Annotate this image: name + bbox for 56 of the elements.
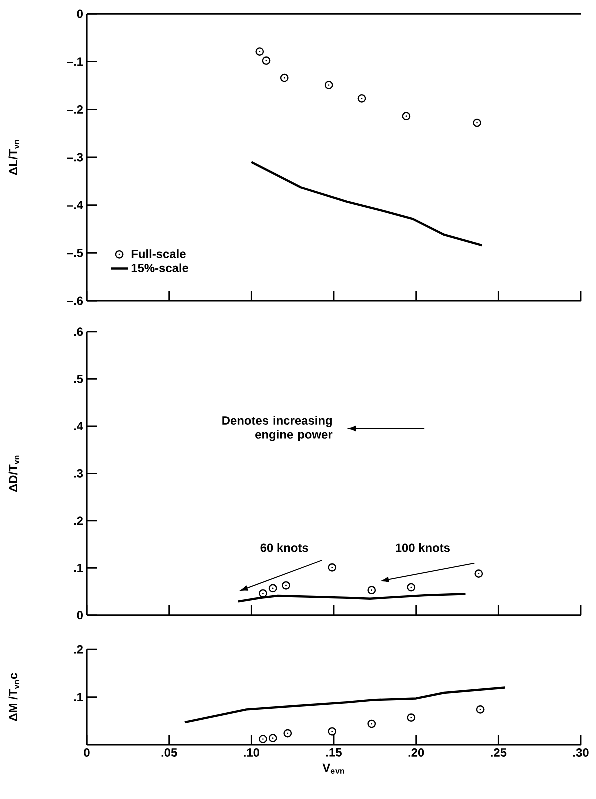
x-axis-title: V$_{evn}$ bbox=[322, 764, 344, 774]
x-tick-label: .05 bbox=[162, 748, 178, 757]
legend-label: 15%-scale bbox=[132, 264, 189, 272]
point bbox=[368, 586, 376, 595]
point bbox=[262, 56, 271, 66]
y-tick-label: –.6 bbox=[67, 296, 84, 306]
point bbox=[407, 714, 416, 722]
y-tick-label: 0 bbox=[77, 10, 83, 18]
point bbox=[259, 735, 268, 744]
x-tick-label: .15 bbox=[326, 748, 342, 757]
line-series bbox=[184, 686, 506, 724]
line-series bbox=[237, 593, 467, 603]
x-tick-label: 0 bbox=[84, 748, 90, 757]
point bbox=[259, 589, 268, 598]
point bbox=[256, 48, 264, 56]
point bbox=[358, 94, 366, 103]
line-series bbox=[250, 161, 484, 247]
point bbox=[474, 570, 484, 578]
point bbox=[368, 720, 376, 728]
point bbox=[328, 563, 337, 572]
y-tick-label: .3 bbox=[74, 469, 84, 478]
y-tick-label: .6 bbox=[74, 328, 84, 336]
annotation: 100 knots bbox=[396, 543, 450, 552]
point bbox=[268, 734, 278, 743]
legend-label: Full-scale bbox=[132, 250, 186, 258]
y-tick-label: .1 bbox=[74, 693, 84, 702]
annotation: Denotes increasing engine power bbox=[222, 416, 333, 442]
x-tick-label: .10 bbox=[244, 748, 260, 757]
y-tick-label: .4 bbox=[74, 422, 84, 431]
y-tick-label: –.4 bbox=[67, 201, 84, 210]
y-tick-label: .1 bbox=[74, 564, 84, 572]
y-tick-label: .2 bbox=[74, 645, 84, 654]
point bbox=[324, 81, 334, 90]
y-axis-title: ΔL/T$_{vn}$ bbox=[8, 140, 20, 176]
point bbox=[407, 583, 416, 592]
y-tick-label: –.2 bbox=[67, 105, 84, 114]
y-tick-label: .2 bbox=[74, 516, 84, 526]
point bbox=[268, 584, 278, 593]
point bbox=[284, 729, 292, 738]
point bbox=[476, 706, 485, 714]
annotation: 60 knots bbox=[260, 543, 308, 552]
point bbox=[280, 74, 289, 82]
y-tick-label: 0 bbox=[77, 611, 83, 620]
y-axis-title: ΔM /T$_{vn}$c bbox=[8, 673, 20, 722]
point bbox=[473, 118, 482, 128]
point bbox=[282, 581, 290, 590]
y-tick-label: .5 bbox=[74, 374, 84, 384]
x-tick-label: .20 bbox=[408, 748, 424, 757]
x-tick-label: .25 bbox=[491, 748, 507, 757]
y-tick-label: –.5 bbox=[67, 248, 84, 258]
point bbox=[402, 112, 411, 121]
x-tick-label: .30 bbox=[574, 748, 589, 758]
y-tick-label: –.1 bbox=[67, 58, 84, 66]
point bbox=[328, 727, 337, 736]
y-axis-title: ΔD/T$_{vn}$ bbox=[8, 456, 20, 492]
y-tick-label: –.3 bbox=[67, 153, 84, 162]
